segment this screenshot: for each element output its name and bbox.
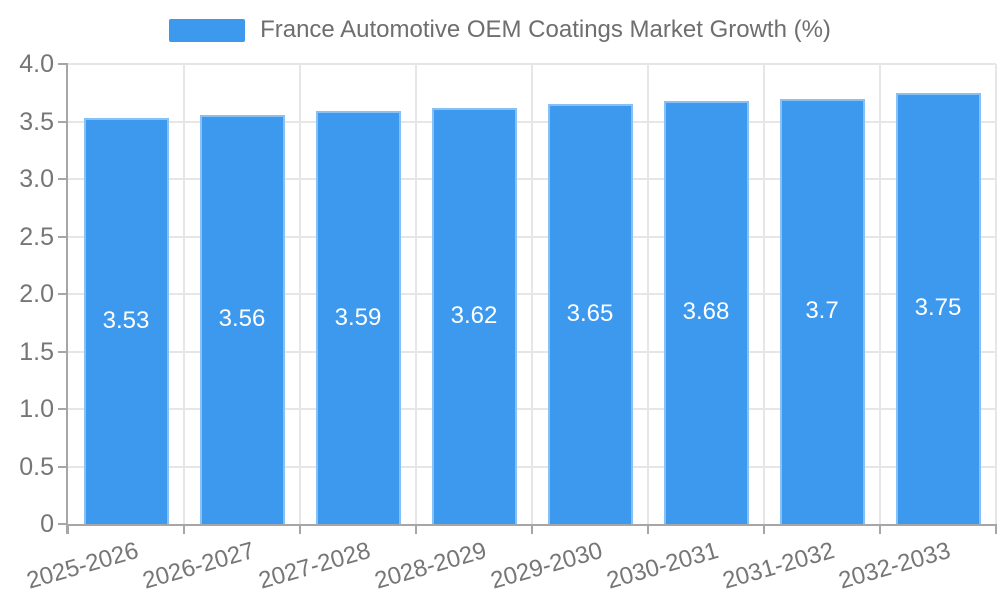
y-axis-tick [58, 178, 68, 180]
y-axis-tick-label: 1.0 [19, 395, 54, 423]
x-axis-tick [995, 524, 997, 534]
y-axis-tick [58, 523, 68, 525]
gridline-vertical [879, 64, 881, 524]
bar-value-label: 3.68 [682, 298, 730, 326]
bar-value-label: 3.56 [218, 305, 266, 333]
gridline-vertical [647, 64, 649, 524]
bar[interactable] [83, 118, 169, 524]
bar-value-label: 3.75 [914, 294, 962, 322]
gridline-vertical [299, 64, 301, 524]
bar[interactable] [547, 104, 633, 524]
bar[interactable] [779, 98, 865, 524]
x-axis-line [68, 524, 996, 526]
gridline-vertical [531, 64, 533, 524]
y-axis-tick-label: 3.0 [19, 165, 54, 193]
legend-item[interactable]: France Automotive OEM Coatings Market Gr… [0, 16, 1000, 44]
x-axis-tick [763, 524, 765, 534]
x-axis-tick [183, 524, 185, 534]
y-axis-tick [58, 293, 68, 295]
bar[interactable] [895, 92, 981, 524]
y-axis-tick-label: 0.5 [19, 452, 54, 481]
bar-value-label: 3.65 [566, 300, 614, 328]
x-axis-tick [879, 524, 881, 534]
x-axis-tick [67, 524, 69, 534]
bar-value-label: 3.62 [450, 301, 498, 329]
y-axis-line [66, 64, 68, 534]
bar[interactable] [199, 114, 285, 524]
y-axis-tick [58, 408, 68, 410]
y-axis-tick [58, 465, 68, 468]
y-axis-tick [58, 350, 68, 353]
legend-swatch [169, 18, 246, 42]
gridline-vertical [763, 64, 765, 524]
bar[interactable] [431, 107, 517, 524]
bar[interactable] [315, 111, 401, 524]
x-axis-tick [415, 524, 417, 534]
y-axis-tick-label: 3.5 [19, 107, 54, 136]
y-axis-tick-label: 1.5 [19, 337, 54, 366]
y-axis-tick [58, 120, 68, 123]
bar[interactable] [663, 100, 749, 524]
gridline-vertical [415, 64, 417, 524]
y-axis-tick-label: 0 [40, 510, 54, 538]
gridline-vertical [183, 64, 185, 524]
x-axis-tick [531, 524, 533, 534]
bar-value-label: 3.7 [805, 297, 839, 325]
legend-label: France Automotive OEM Coatings Market Gr… [260, 16, 831, 43]
y-axis-tick-label: 4.0 [19, 50, 54, 78]
bar-value-label: 3.59 [334, 303, 382, 331]
x-axis-tick [647, 524, 649, 534]
x-axis-tick [299, 524, 301, 534]
y-axis-tick-label: 2.5 [19, 222, 54, 251]
y-axis-tick [58, 63, 68, 65]
bar-value-label: 3.53 [102, 307, 150, 335]
y-axis-tick-label: 2.0 [19, 280, 54, 308]
gridline-vertical [995, 64, 997, 524]
y-axis-tick [58, 235, 68, 238]
